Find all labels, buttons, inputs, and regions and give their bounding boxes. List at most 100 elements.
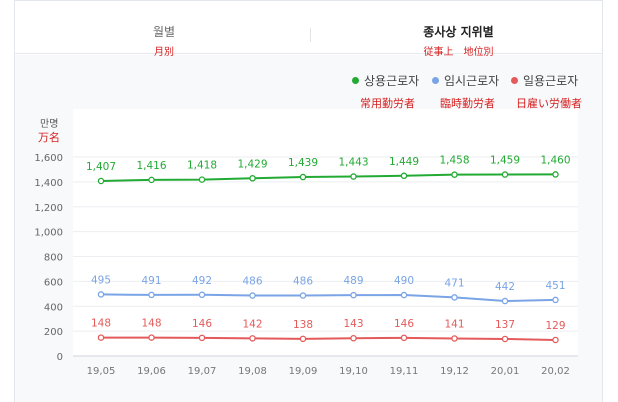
data-point (198, 291, 206, 299)
data-label: 1,439 (288, 157, 318, 169)
data-point (148, 334, 155, 341)
tab-monthly-label: 월별 (152, 25, 176, 39)
y-axis-unit: 만명 (40, 119, 59, 130)
y-tick-label: 0 (57, 352, 63, 363)
y-axis-unit-sub: 万名 (38, 131, 60, 144)
data-label: 1,458 (439, 155, 469, 167)
data-label: 489 (343, 275, 363, 287)
tab-employment-status[interactable]: 종사상 지위별 従事上 地位別 (314, 14, 603, 58)
data-label: 1,460 (540, 154, 570, 166)
data-point (501, 297, 509, 305)
data-label: 486 (242, 276, 262, 288)
x-tick-label: 20,01 (491, 366, 520, 377)
x-tick-label: 19,11 (390, 366, 419, 377)
x-tick-label: 19,06 (137, 366, 166, 377)
x-tick-label: 20,02 (541, 366, 570, 377)
y-tick-label: 1,400 (34, 178, 63, 189)
data-point (97, 334, 105, 341)
data-point (249, 292, 256, 299)
legend-item-daily[interactable]: 일용근로자 (511, 72, 578, 88)
data-point (97, 177, 105, 185)
data-label: 143 (343, 318, 363, 330)
data-label: 451 (545, 280, 565, 292)
data-label: 148 (91, 318, 111, 330)
data-point (451, 335, 458, 342)
x-tick-label: 19,12 (440, 366, 469, 377)
data-point (148, 291, 155, 299)
data-point (97, 291, 105, 298)
data-point (350, 173, 357, 180)
x-tick-label: 19,08 (238, 366, 267, 377)
tab-employment-status-label: 종사상 지위별 (423, 25, 494, 39)
legend-label: 일용근로자 (523, 74, 579, 88)
y-tick-label: 600 (44, 277, 63, 288)
legend-sub-daily: 日雇い労働者 (516, 97, 582, 110)
data-label: 495 (91, 274, 111, 286)
legend-dot-icon (352, 77, 359, 84)
data-label: 1,443 (338, 157, 368, 169)
tab-monthly-sub: 月別 (154, 47, 174, 58)
legend-sub-temporary: 臨時勤労者 (440, 97, 495, 110)
y-tick-label: 1,200 (34, 203, 63, 214)
legend-sub-regular: 常用勤労者 (360, 97, 415, 110)
data-point (552, 171, 559, 178)
data-label: 491 (141, 275, 161, 287)
data-point (249, 175, 256, 182)
y-tick-label: 800 (44, 253, 63, 264)
plot-area (73, 109, 578, 356)
data-point (350, 291, 357, 299)
series-line (100, 293, 556, 303)
data-label: 471 (444, 277, 464, 289)
data-point (451, 294, 458, 301)
data-label: 1,407 (86, 161, 116, 173)
x-tick-label: 19,07 (188, 366, 217, 377)
y-tick-label: 1,600 (34, 153, 63, 164)
data-label: 442 (495, 281, 515, 293)
data-point (249, 335, 256, 342)
data-label: 490 (394, 275, 414, 287)
data-label: 137 (495, 319, 515, 331)
data-point (400, 291, 408, 299)
series-line (101, 336, 556, 341)
tab-monthly[interactable]: 월별 月別 (14, 14, 314, 58)
data-label: 1,429 (237, 158, 267, 170)
data-label: 129 (545, 320, 565, 332)
tab-employment-status-sub: 従事上 地位別 (423, 47, 494, 58)
data-label: 142 (242, 318, 262, 330)
legend-item-regular[interactable]: 상용근로자 (352, 72, 419, 88)
data-label: 148 (141, 318, 161, 330)
data-label: 138 (293, 319, 313, 331)
data-point (552, 336, 559, 344)
data-point (148, 176, 155, 184)
y-tick-label: 1,000 (34, 228, 63, 239)
data-point (400, 172, 408, 180)
data-label: 1,459 (490, 155, 520, 167)
data-point (451, 171, 458, 178)
data-label: 1,449 (389, 156, 419, 168)
x-tick-label: 19,05 (87, 366, 116, 377)
tab-divider (310, 28, 311, 42)
data-point (299, 173, 307, 181)
x-tick-label: 19,09 (289, 366, 318, 377)
data-label: 146 (192, 318, 212, 330)
data-point (400, 334, 408, 342)
data-point (299, 292, 307, 299)
y-tick-label: 400 (44, 302, 63, 313)
data-point (350, 334, 357, 342)
tab-bar: 월별 月別 종사상 지위별 従事上 地位別 (14, 14, 603, 58)
legend-dot-icon (511, 77, 518, 84)
data-point (198, 334, 206, 342)
data-label: 486 (293, 276, 313, 288)
data-label: 1,416 (136, 160, 166, 172)
y-tick-label: 200 (44, 327, 63, 338)
series-line (100, 173, 556, 183)
legend-item-temporary[interactable]: 임시근로자 (432, 72, 499, 88)
x-tick-label: 19,10 (339, 366, 368, 377)
legend-label: 상용근로자 (364, 74, 420, 88)
data-label: 146 (394, 318, 414, 330)
data-label: 492 (192, 275, 212, 287)
data-point (198, 176, 206, 183)
data-label: 141 (444, 318, 464, 330)
data-point (552, 296, 559, 304)
